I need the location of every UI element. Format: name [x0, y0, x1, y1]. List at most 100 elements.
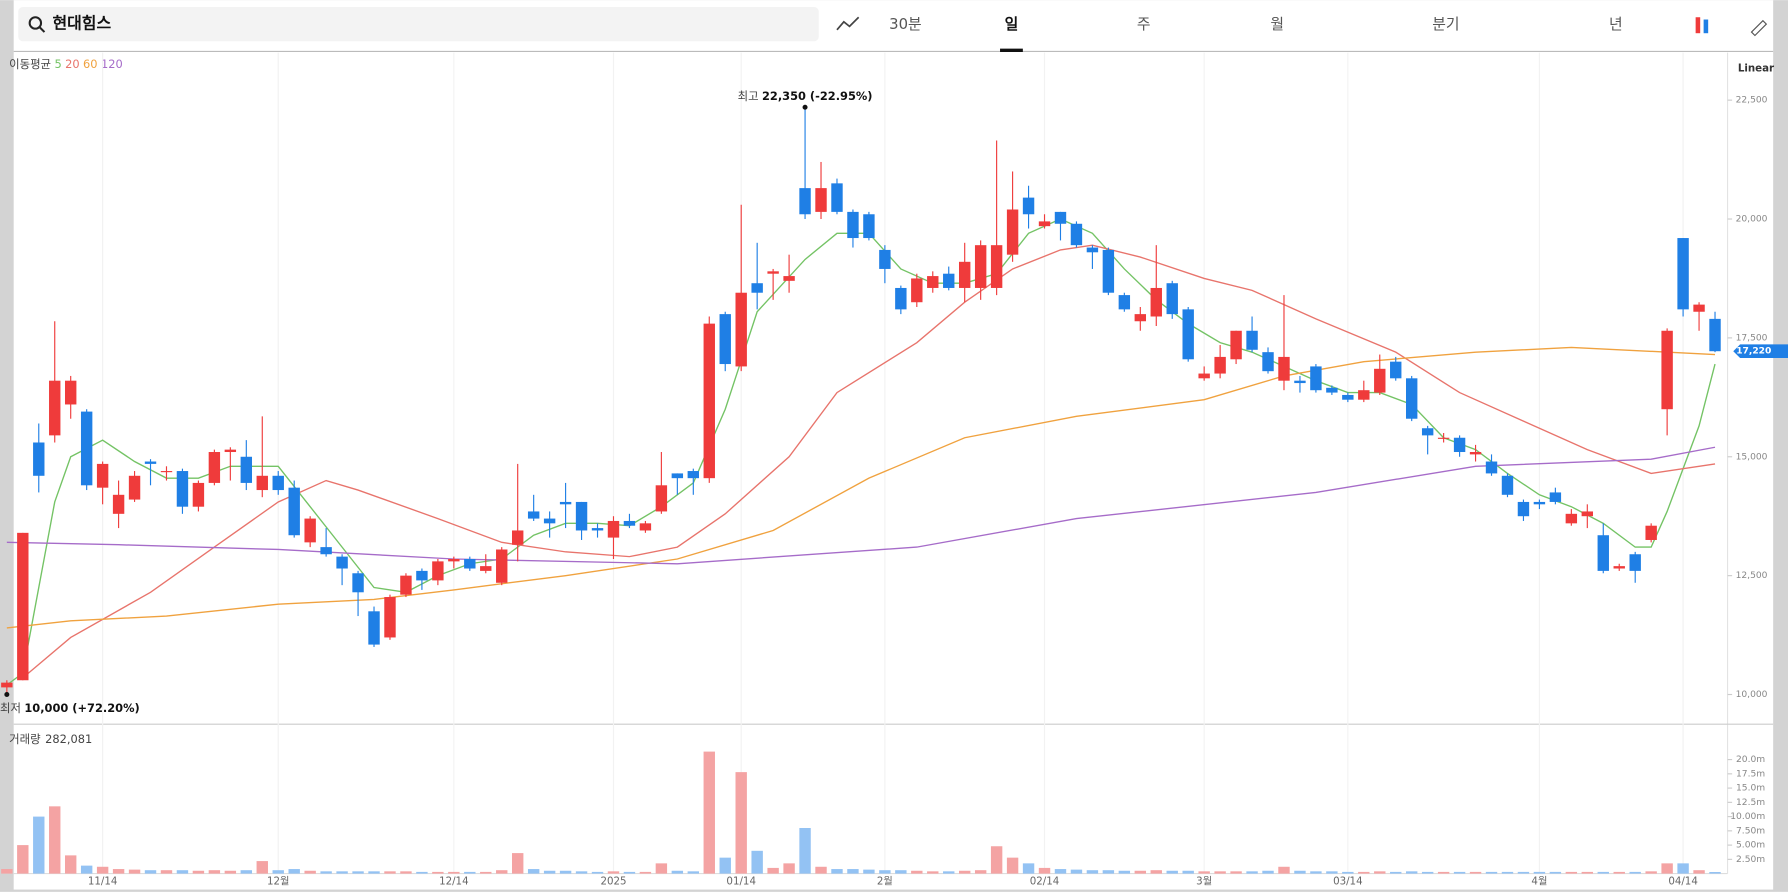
candle-body	[1390, 361, 1402, 379]
candle-body	[1, 682, 13, 688]
candle-body	[240, 456, 253, 483]
edit-icon[interactable]	[1750, 19, 1768, 37]
indicator-icon[interactable]	[836, 16, 860, 31]
candle-body	[1006, 209, 1019, 255]
volume-bar	[927, 871, 939, 874]
volume-bar	[1086, 870, 1099, 874]
candle-body	[49, 380, 61, 436]
volume-bar	[1054, 869, 1067, 874]
candle-body	[974, 245, 987, 288]
candle-body	[1134, 314, 1147, 322]
volume-bar	[128, 869, 141, 874]
search-icon	[39, 26, 46, 33]
volume-bar	[895, 870, 907, 874]
x-tick-label: 2025	[600, 876, 626, 888]
x-tick-label: 11/14	[88, 876, 118, 888]
candle-body	[448, 558, 460, 562]
volume-bar	[1485, 871, 1498, 874]
extreme-label: 최저 10,000 (+72.20%)	[0, 701, 140, 715]
candle-body	[958, 261, 971, 288]
volume-bar	[1677, 863, 1689, 874]
candle-body	[990, 245, 1003, 288]
volume-bar	[304, 870, 316, 874]
candle-body	[799, 188, 811, 215]
candle-body	[879, 249, 891, 269]
candle-body	[176, 471, 189, 507]
volume-bar	[192, 870, 205, 874]
tab[interactable]: 30분	[889, 16, 921, 33]
volume-text: 282,081	[45, 732, 92, 746]
volume-bar	[1693, 870, 1705, 874]
moving-average	[6, 446, 1716, 565]
candle-body	[671, 473, 684, 479]
volume-bar	[208, 870, 221, 874]
candle-body	[623, 520, 636, 526]
volume-bar	[49, 806, 61, 874]
legend-entry: 120	[101, 56, 123, 70]
scale-mode[interactable]: Linear	[1738, 63, 1775, 75]
candle-body	[1421, 428, 1434, 436]
candle-body	[559, 501, 572, 505]
volume-bar	[1102, 870, 1115, 874]
search-text: 현대힘스	[52, 14, 111, 33]
volume-bar	[496, 870, 508, 874]
volume-bar	[384, 871, 396, 874]
volume-bar	[591, 871, 604, 874]
volume-bar	[1342, 871, 1354, 874]
volume-bar	[1501, 871, 1514, 874]
volume-bar	[1, 869, 13, 874]
x-tick-label: 01/14	[726, 876, 756, 888]
chart-type-icon[interactable]	[1703, 19, 1709, 34]
chart-type-icon[interactable]	[1695, 17, 1701, 34]
candle-body	[288, 487, 300, 536]
candle-body	[272, 475, 284, 491]
volume-bar	[1006, 857, 1019, 874]
candle-body	[911, 278, 923, 303]
x-tick-label: 04/14	[1668, 876, 1698, 888]
x-tick-label: 03/14	[1333, 876, 1363, 888]
tab[interactable]: 년	[1609, 16, 1623, 33]
tab[interactable]: 주	[1137, 16, 1151, 33]
tab[interactable]: 월	[1270, 16, 1284, 33]
tab[interactable]: 일	[1005, 16, 1019, 33]
volume-bar	[958, 870, 971, 874]
candle-body	[384, 597, 396, 638]
volume-bar	[1645, 871, 1657, 874]
extreme-value: 10,000 (+72.20%)	[24, 701, 139, 715]
volume-bar	[719, 857, 731, 874]
volume-bar	[767, 867, 779, 874]
candle-body	[943, 273, 955, 288]
volume-bar	[1182, 870, 1194, 874]
candle-body	[1581, 511, 1594, 517]
volume-bar	[735, 772, 747, 874]
candle-body	[1070, 223, 1083, 246]
candle-body	[256, 475, 268, 491]
search-box[interactable]	[18, 6, 819, 42]
candle-body	[1549, 492, 1562, 502]
candle-body	[1709, 318, 1721, 352]
volume-bar	[336, 871, 348, 874]
y-tick-label: 15,000	[1736, 452, 1768, 462]
candle-body	[1405, 378, 1418, 419]
volume-bar	[639, 871, 652, 874]
candle-body	[1597, 535, 1609, 571]
candle-body	[416, 570, 428, 581]
volume-bar	[1405, 871, 1418, 874]
volume-bar	[879, 870, 891, 874]
volume-bar	[1118, 870, 1131, 874]
volume-bar	[815, 866, 827, 874]
tab[interactable]: 분기	[1432, 16, 1459, 33]
volume-bar	[1150, 870, 1162, 874]
candle-body	[687, 471, 700, 479]
volume-tick-label: 2.50m	[1736, 855, 1765, 865]
volume-bar	[575, 871, 588, 874]
candle-body	[1102, 249, 1115, 293]
candle-body	[767, 271, 779, 274]
candle-body	[1230, 330, 1242, 360]
volume-tick-label: 5.00m	[1736, 841, 1765, 851]
volume-bar	[17, 845, 29, 874]
volume-bar	[623, 871, 636, 874]
volume-bar	[1278, 866, 1290, 874]
candle-body	[1310, 366, 1322, 391]
x-tick-label: 12월	[267, 876, 289, 888]
